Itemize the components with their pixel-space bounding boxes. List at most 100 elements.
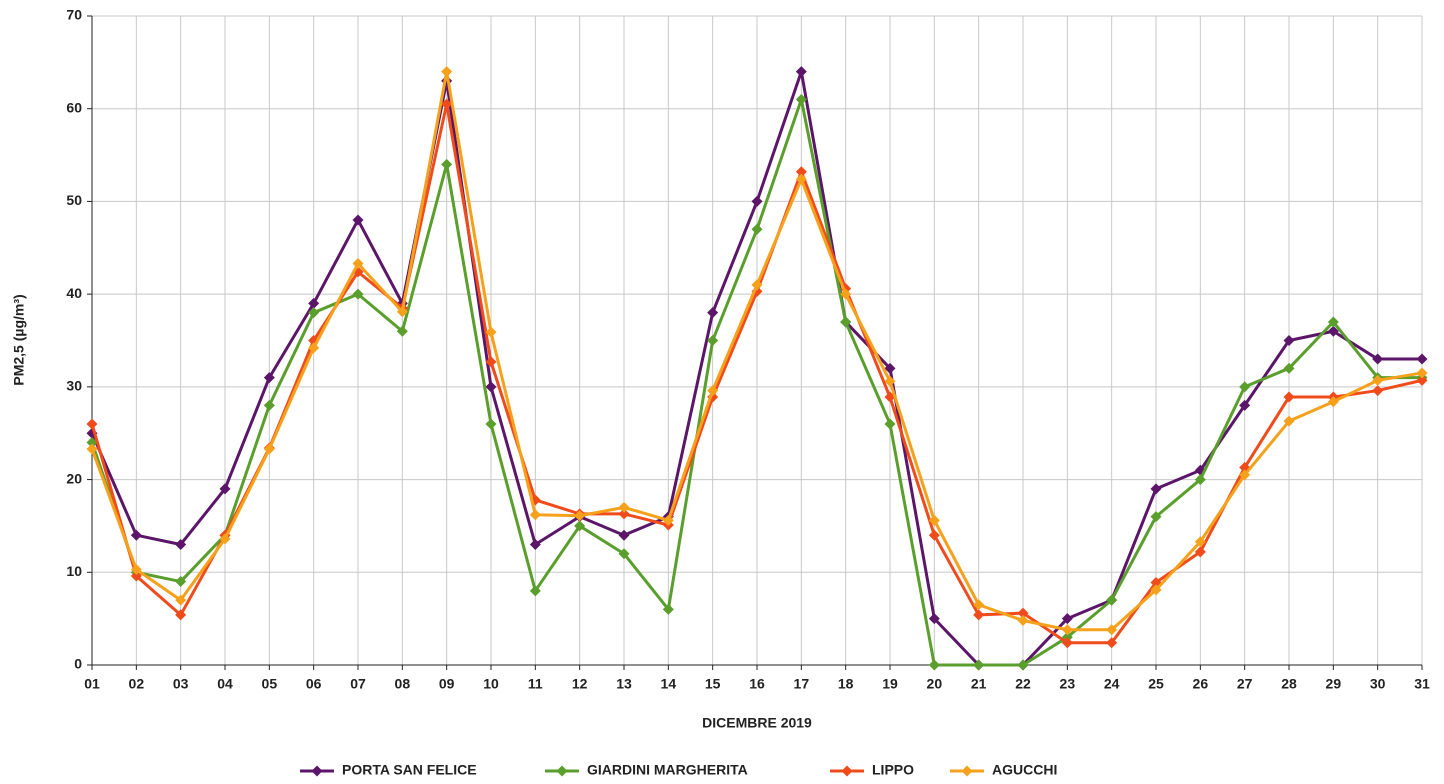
- data-point: [485, 326, 497, 338]
- data-point: [795, 66, 807, 78]
- data-point: [707, 335, 719, 346]
- legend-label: PORTA SAN FELICE: [342, 762, 477, 778]
- data-point: [219, 533, 231, 545]
- data-point: [308, 297, 320, 309]
- x-tick-label: 29: [1326, 676, 1342, 692]
- data-point: [352, 288, 364, 300]
- data-point: [263, 399, 275, 411]
- y-tick-label: 0: [74, 656, 82, 672]
- data-point: [1327, 396, 1339, 408]
- legend-marker: [961, 765, 973, 777]
- data-point: [219, 483, 231, 495]
- data-point: [485, 381, 497, 393]
- x-tick-label: 11: [528, 676, 543, 692]
- data-point: [751, 223, 763, 235]
- data-point: [529, 509, 541, 521]
- x-tick-label: 14: [661, 676, 677, 692]
- data-point: [1106, 637, 1118, 649]
- data-point: [1283, 391, 1295, 403]
- data-point: [396, 306, 408, 318]
- data-point: [396, 325, 408, 337]
- x-tick-label: 24: [1104, 676, 1120, 692]
- data-point: [1017, 607, 1029, 619]
- data-point: [1061, 613, 1073, 625]
- x-tick-label: 23: [1060, 676, 1076, 692]
- x-tick-label: 20: [927, 676, 943, 692]
- data-point: [175, 538, 187, 550]
- data-point: [795, 93, 807, 105]
- x-tick-label: 17: [794, 676, 810, 692]
- data-point: [308, 342, 320, 354]
- legend-marker: [311, 765, 323, 777]
- data-point: [1017, 614, 1029, 626]
- data-point: [130, 529, 142, 541]
- data-point: [1194, 546, 1206, 558]
- data-point: [751, 195, 763, 207]
- data-point: [1017, 659, 1029, 671]
- data-point: [1150, 483, 1162, 495]
- legend-marker: [556, 765, 568, 777]
- data-point: [86, 436, 98, 448]
- data-point: [130, 570, 142, 582]
- data-point: [928, 529, 940, 541]
- x-tick-label: 25: [1148, 676, 1164, 692]
- data-point: [1150, 584, 1162, 596]
- data-point: [840, 316, 852, 328]
- x-tick-label: 05: [262, 676, 278, 692]
- data-point: [1372, 353, 1384, 365]
- data-point: [1194, 536, 1206, 548]
- y-tick-label: 70: [66, 7, 82, 23]
- data-point: [840, 288, 852, 300]
- data-point: [1061, 624, 1073, 636]
- data-point: [618, 508, 630, 520]
- data-point: [352, 214, 364, 226]
- data-point: [574, 520, 586, 532]
- data-point: [485, 356, 497, 368]
- x-tick-label: 22: [1015, 676, 1031, 692]
- x-tick-label: 27: [1237, 676, 1253, 692]
- data-point: [973, 599, 985, 611]
- data-point: [707, 385, 719, 397]
- x-tick-label: 10: [483, 676, 499, 692]
- legend-label: AGUCCHI: [992, 762, 1057, 778]
- data-point: [574, 510, 586, 522]
- data-point: [485, 418, 497, 430]
- data-point: [441, 66, 453, 78]
- legend-label: LIPPO: [872, 762, 914, 778]
- data-point: [175, 609, 187, 621]
- data-point: [795, 166, 807, 178]
- data-point: [86, 418, 98, 430]
- data-point: [884, 418, 896, 430]
- x-tick-label: 09: [439, 676, 455, 692]
- y-tick-label: 10: [66, 563, 82, 579]
- data-point: [308, 307, 320, 319]
- data-point: [928, 514, 940, 526]
- x-tick-label: 04: [217, 676, 233, 692]
- x-tick-label: 30: [1370, 676, 1386, 692]
- x-tick-label: 16: [749, 676, 765, 692]
- data-point: [618, 501, 630, 513]
- x-tick-label: 06: [306, 676, 322, 692]
- y-tick-label: 20: [66, 470, 82, 486]
- data-point: [928, 613, 940, 625]
- data-point: [1194, 474, 1206, 486]
- y-tick-label: 40: [66, 285, 82, 301]
- data-point: [1283, 362, 1295, 374]
- data-point: [662, 603, 674, 615]
- data-point: [130, 564, 142, 576]
- data-point: [1061, 637, 1073, 649]
- data-point: [884, 362, 896, 374]
- data-point: [707, 307, 719, 319]
- data-point: [263, 372, 275, 384]
- x-tick-label: 15: [705, 676, 721, 692]
- x-tick-label: 21: [971, 676, 987, 692]
- data-point: [973, 609, 985, 621]
- x-tick-label: 19: [882, 676, 898, 692]
- data-point: [1372, 385, 1384, 397]
- data-point: [1416, 374, 1428, 386]
- data-point: [1239, 381, 1251, 393]
- data-point: [928, 659, 940, 671]
- data-point: [1416, 367, 1428, 379]
- data-point: [1239, 469, 1251, 481]
